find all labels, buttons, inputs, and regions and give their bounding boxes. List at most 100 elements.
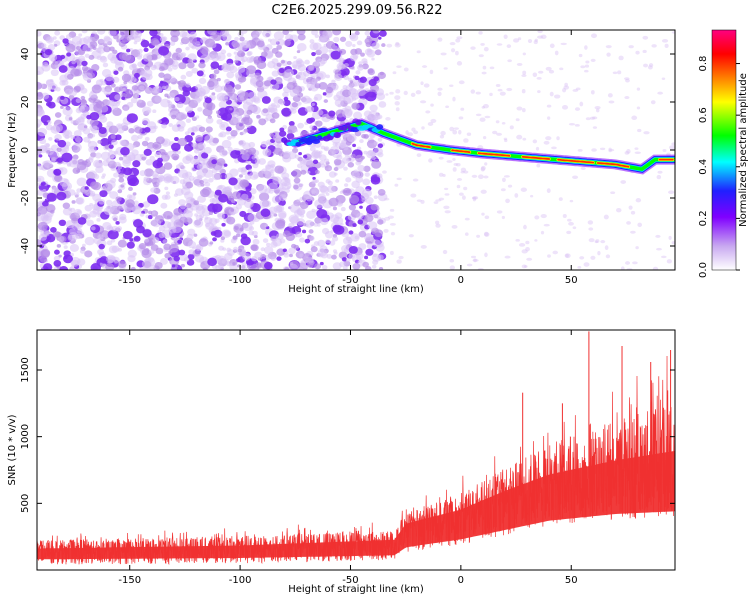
ridge-hot-red xyxy=(521,155,551,160)
noise-blob xyxy=(267,182,278,192)
noise-blob xyxy=(58,65,68,73)
noise-blob xyxy=(440,52,447,56)
noise-blob xyxy=(239,36,245,42)
noise-blob xyxy=(579,101,584,107)
noise-blob xyxy=(225,62,235,71)
noise-blob xyxy=(355,176,364,183)
noise-blob xyxy=(352,262,361,270)
noise-blob xyxy=(304,220,314,228)
noise-blob xyxy=(80,98,87,104)
noise-blob xyxy=(526,257,533,261)
noise-blob xyxy=(438,172,444,177)
noise-blob xyxy=(164,85,172,92)
noise-blob xyxy=(260,208,271,218)
noise-blob xyxy=(302,223,307,227)
noise-blob xyxy=(372,253,378,257)
noise-blob xyxy=(262,238,269,243)
noise-blob xyxy=(71,143,82,152)
noise-blob xyxy=(185,70,193,77)
noise-blob xyxy=(40,214,49,222)
noise-blob xyxy=(371,42,380,50)
noise-blob xyxy=(98,127,107,134)
noise-blob xyxy=(246,109,253,115)
noise-blob xyxy=(185,106,194,113)
noise-blob xyxy=(133,72,140,78)
noise-blob xyxy=(263,246,274,255)
noise-blob xyxy=(95,100,105,109)
noise-blob xyxy=(247,208,254,214)
noise-blob xyxy=(187,240,197,249)
noise-blob xyxy=(311,190,316,195)
noise-blob xyxy=(437,91,442,97)
noise-blob xyxy=(137,99,143,103)
noise-blob xyxy=(648,63,654,68)
x-tick-label: -50 xyxy=(342,275,358,286)
noise-blob xyxy=(306,210,316,219)
noise-blob xyxy=(416,199,422,202)
noise-blob xyxy=(219,149,228,157)
noise-blob xyxy=(316,109,324,116)
noise-blob xyxy=(624,96,630,100)
noise-blob xyxy=(165,191,170,195)
noise-blob xyxy=(244,174,252,180)
noise-blob xyxy=(438,197,445,201)
noise-blob xyxy=(385,93,389,96)
noise-blob xyxy=(247,213,257,222)
noise-blob xyxy=(464,217,470,221)
noise-blob xyxy=(151,218,162,228)
noise-blob xyxy=(264,224,269,228)
noise-blob xyxy=(164,55,169,60)
noise-blob xyxy=(234,84,242,90)
noise-blob xyxy=(314,263,322,270)
noise-blob xyxy=(339,261,346,268)
noise-blob xyxy=(126,101,134,108)
noise-blob xyxy=(470,89,476,94)
noise-blob xyxy=(608,100,615,104)
noise-blob xyxy=(145,243,150,247)
noise-blob xyxy=(503,34,508,40)
noise-blob xyxy=(226,52,232,57)
noise-blob xyxy=(164,252,171,259)
noise-blob xyxy=(304,256,314,265)
noise-blob xyxy=(155,136,165,145)
noise-blob xyxy=(470,255,477,259)
noise-blob xyxy=(253,174,259,179)
y-tick-label: 20 xyxy=(20,96,31,109)
noise-blob xyxy=(428,158,433,163)
noise-blob xyxy=(163,176,172,184)
noise-blob xyxy=(242,130,247,135)
noise-blob xyxy=(123,106,129,112)
noise-blob xyxy=(133,219,144,228)
noise-blob xyxy=(138,242,147,250)
noise-blob xyxy=(216,158,226,166)
noise-blob xyxy=(276,38,285,46)
noise-blob xyxy=(483,231,489,237)
noise-blob xyxy=(96,217,101,222)
noise-blob xyxy=(605,254,611,259)
noise-blob xyxy=(477,267,484,270)
noise-blob xyxy=(41,92,50,100)
noise-blob xyxy=(420,199,425,204)
noise-blob xyxy=(420,244,427,249)
noise-blob xyxy=(671,142,675,146)
noise-blob xyxy=(549,91,554,97)
noise-blob xyxy=(173,255,180,262)
noise-blob xyxy=(427,122,434,126)
snr-panel: -150 -100 -50 0 50 500 1000 1500 Height of str… xyxy=(7,329,676,595)
noise-blob xyxy=(168,92,175,99)
noise-blob xyxy=(484,232,490,237)
noise-blob xyxy=(196,169,207,178)
x-tick-label: -50 xyxy=(342,575,358,586)
noise-blob xyxy=(288,222,295,229)
noise-blob xyxy=(193,233,198,237)
noise-blob xyxy=(144,168,154,177)
noise-blob xyxy=(123,167,133,176)
noise-blob xyxy=(547,254,551,258)
noise-blob xyxy=(506,44,512,49)
noise-blob xyxy=(237,66,246,73)
noise-blob xyxy=(114,134,122,141)
noise-blob xyxy=(367,68,374,74)
noise-blob xyxy=(534,38,538,42)
noise-blob xyxy=(139,170,147,177)
noise-blob xyxy=(333,158,342,166)
